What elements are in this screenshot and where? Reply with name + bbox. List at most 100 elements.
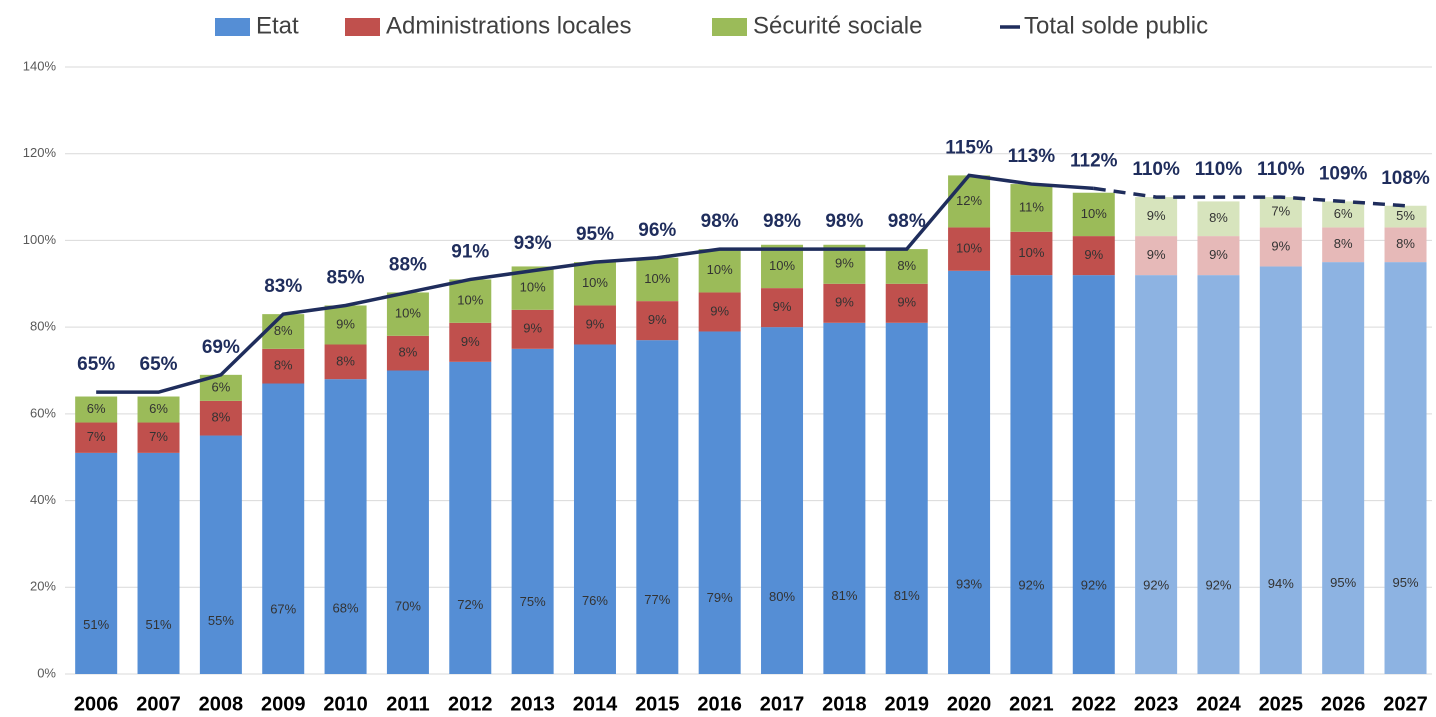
bar-segment xyxy=(573,344,616,674)
legend-label: Etat xyxy=(256,12,299,39)
bar-segment xyxy=(698,292,741,332)
bar-segment xyxy=(199,400,242,436)
data-label: 12% xyxy=(956,193,982,208)
data-label: 51% xyxy=(146,617,172,632)
data-label: 8% xyxy=(1334,236,1353,251)
data-label: 10% xyxy=(395,306,421,321)
x-tick-label: 2021 xyxy=(1009,693,1054,715)
data-label: 10% xyxy=(769,258,795,273)
data-label: 8% xyxy=(211,410,230,425)
bar-segment xyxy=(1322,201,1365,228)
bar-segment xyxy=(698,331,741,674)
total-label: 98% xyxy=(701,211,739,232)
data-label: 8% xyxy=(336,353,355,368)
bar-segment xyxy=(1135,197,1178,237)
bar-segment xyxy=(1010,275,1053,674)
data-label: 10% xyxy=(582,275,608,290)
x-tick-label: 2025 xyxy=(1259,693,1304,715)
total-label: 95% xyxy=(576,224,614,245)
legend-swatch xyxy=(345,18,380,36)
bar-segment xyxy=(885,249,928,284)
data-label: 9% xyxy=(835,256,854,271)
data-label: 10% xyxy=(707,262,733,277)
data-label: 9% xyxy=(1271,238,1290,253)
bar-segment xyxy=(324,305,367,345)
x-tick-label: 2007 xyxy=(136,693,181,715)
data-label: 9% xyxy=(461,334,480,349)
total-label: 98% xyxy=(888,211,926,232)
x-tick-label: 2026 xyxy=(1321,693,1366,715)
data-label: 51% xyxy=(83,617,109,632)
bar-segment xyxy=(636,257,679,302)
total-line xyxy=(1093,186,1406,208)
data-label: 70% xyxy=(395,599,421,614)
data-label: 9% xyxy=(336,316,355,331)
total-label: 113% xyxy=(1008,146,1056,167)
total-label: 110% xyxy=(1132,159,1180,180)
data-label: 8% xyxy=(274,358,293,373)
data-label: 9% xyxy=(773,299,792,314)
data-label: 93% xyxy=(956,577,982,592)
bar-segment xyxy=(823,322,866,674)
data-label: 94% xyxy=(1268,576,1294,591)
data-label: 6% xyxy=(149,401,168,416)
x-tick-label: 2008 xyxy=(199,693,244,715)
total-label: 108% xyxy=(1381,168,1430,189)
bar-segment xyxy=(1259,227,1302,267)
bar-segment xyxy=(761,288,804,328)
data-label: 95% xyxy=(1330,575,1356,590)
y-tick-label: 100% xyxy=(23,232,57,247)
bar-segment xyxy=(75,452,118,674)
bar-segment xyxy=(948,227,991,271)
total-label: 69% xyxy=(202,337,240,358)
total-label: 115% xyxy=(945,137,993,158)
bar-segment xyxy=(324,379,367,674)
data-label: 9% xyxy=(1147,247,1166,262)
bar-segment xyxy=(1010,184,1053,232)
total-line xyxy=(96,173,1094,394)
x-tick-label: 2027 xyxy=(1383,693,1428,715)
bar-segment xyxy=(823,283,866,323)
total-label: 109% xyxy=(1319,163,1368,184)
x-tick-label: 2006 xyxy=(74,693,119,715)
data-label: 8% xyxy=(897,258,916,273)
bar-segment xyxy=(449,322,492,362)
bar-segment xyxy=(1197,236,1240,276)
x-tick-label: 2022 xyxy=(1072,693,1117,715)
data-label: 92% xyxy=(1018,578,1044,593)
y-tick-label: 60% xyxy=(30,405,56,420)
bar-segment xyxy=(324,344,367,380)
data-label: 8% xyxy=(399,345,418,360)
data-label: 75% xyxy=(520,594,546,609)
data-label: 6% xyxy=(211,379,230,394)
total-label: 65% xyxy=(77,354,115,375)
y-tick-label: 20% xyxy=(30,579,56,594)
bar-segment xyxy=(386,292,429,336)
data-label: 77% xyxy=(644,592,670,607)
total-label: 83% xyxy=(264,276,302,297)
x-tick-label: 2009 xyxy=(261,693,306,715)
x-tick-label: 2010 xyxy=(323,693,368,715)
x-tick-label: 2017 xyxy=(760,693,805,715)
total-label: 98% xyxy=(825,211,863,232)
bar-segment xyxy=(573,262,616,306)
data-label: 10% xyxy=(956,241,982,256)
bar-segment xyxy=(1322,227,1365,263)
bar-segment xyxy=(1259,197,1302,228)
x-tick-label: 2016 xyxy=(697,693,742,715)
legend-swatch xyxy=(712,18,747,36)
bar-segment xyxy=(1322,262,1365,674)
bar-segment xyxy=(1135,236,1178,276)
bar-segment xyxy=(137,422,180,453)
bar-segment xyxy=(449,279,492,323)
bar-segment xyxy=(1384,205,1427,228)
data-label: 6% xyxy=(1334,206,1353,221)
x-tick-label: 2011 xyxy=(386,693,429,715)
total-label: 110% xyxy=(1195,159,1243,180)
data-label: 79% xyxy=(707,590,733,605)
data-label: 10% xyxy=(457,293,483,308)
total-label: 96% xyxy=(638,220,676,241)
y-tick-label: 0% xyxy=(37,665,56,680)
data-label: 9% xyxy=(648,312,667,327)
bar-segment xyxy=(386,370,429,674)
